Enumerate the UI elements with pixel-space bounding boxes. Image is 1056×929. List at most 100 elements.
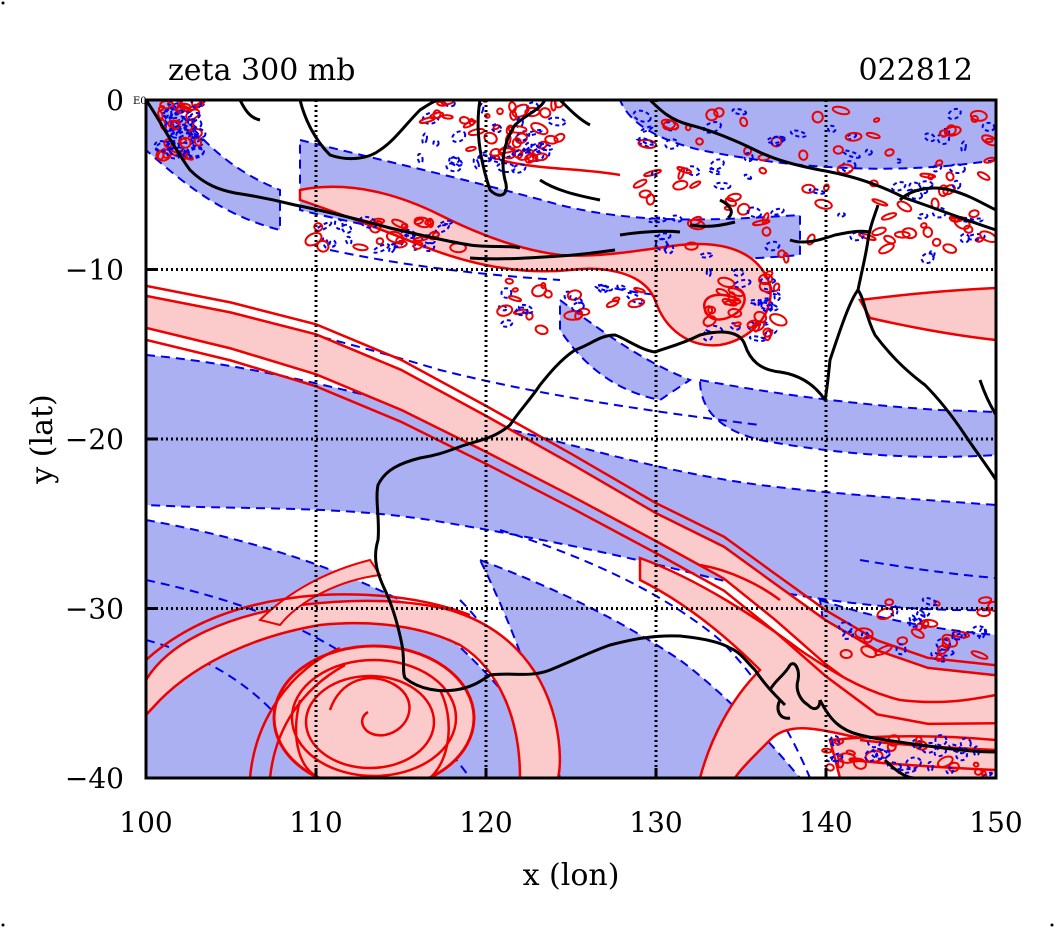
- negative-contour-blob: [926, 761, 934, 773]
- negative-contour-blob: [947, 107, 962, 121]
- negative-contour-blob: [923, 132, 936, 143]
- positive-contour-blob: [395, 235, 405, 245]
- grid: [146, 100, 996, 778]
- negative-contour-blob: [511, 163, 527, 174]
- negative-contour-blob: [523, 141, 533, 154]
- positive-contour-blob: [821, 747, 833, 754]
- negative-contour-blob: [185, 146, 205, 158]
- negative-contour-blob: [867, 735, 882, 749]
- corner-label: E0: [133, 96, 147, 107]
- positive-contour-blob: [751, 320, 766, 332]
- positive-contour-blob: [935, 159, 944, 167]
- negative-contour-blob: [838, 621, 853, 633]
- negative-contour-blob: [731, 108, 748, 116]
- positive-contour-blob: [611, 296, 621, 303]
- positive-contour-blob: [947, 761, 960, 773]
- positive-contour-blob: [833, 738, 845, 745]
- negative-contour-blob: [333, 218, 344, 230]
- y-axis-label: y (lat): [25, 394, 60, 484]
- positive-contour-blob: [534, 152, 549, 162]
- negative-contour-blob: [168, 123, 187, 135]
- title-left: zeta 300 mb: [168, 53, 356, 88]
- positive-contour-blob: [721, 298, 738, 307]
- negative-contour-blob: [842, 149, 861, 159]
- positive-contour-blob: [739, 116, 749, 128]
- positive-contour-blob: [531, 284, 548, 298]
- positive-contour-blob: [643, 168, 662, 178]
- negative-contour-blob: [967, 233, 986, 241]
- negative-contour-blob: [707, 167, 721, 176]
- positive-contour-blob: [304, 231, 323, 247]
- positive-contour-blob: [496, 107, 504, 116]
- negative-contour-blob: [434, 222, 450, 234]
- negative-contour-blob: [908, 614, 916, 623]
- negative-contour-blob: [889, 604, 899, 617]
- negative-contour-blob: [341, 223, 353, 234]
- negative-contour-blob: [638, 136, 655, 146]
- negative-contour-blob: [487, 156, 506, 164]
- positive-contour-blob: [777, 249, 786, 259]
- negative-contour-blob: [729, 322, 741, 331]
- positive-contour-blob: [391, 218, 408, 229]
- negative-contour-blob: [345, 235, 353, 246]
- positive-contour-blob: [704, 305, 714, 316]
- positive-contour-blob: [507, 125, 528, 134]
- y-tick-label: −20: [65, 423, 124, 456]
- negative-contour-blob: [515, 116, 524, 129]
- positive-contour-blob: [751, 219, 771, 227]
- positive-contour-blob: [672, 179, 689, 191]
- negative-contour-blob: [938, 127, 951, 138]
- negative-contour-blob: [451, 130, 467, 143]
- negative-contour-blob: [895, 158, 902, 164]
- negative-contour-blob: [709, 158, 725, 171]
- positive-contour-blob: [186, 102, 204, 112]
- y-tick-label: −10: [65, 254, 124, 287]
- positive-contour-blob: [871, 198, 889, 207]
- negative-contour-blob: [168, 125, 178, 138]
- y-tick-label: −30: [65, 593, 124, 626]
- positive-contour-blob: [544, 134, 559, 145]
- positive-contour-blob: [883, 234, 896, 245]
- positive-contour-blob: [945, 171, 955, 182]
- x-tick-label: 140: [799, 806, 852, 839]
- negative-contour-blob: [511, 148, 530, 157]
- negative-contour-blob: [388, 242, 397, 254]
- negative-contour-blob: [616, 284, 627, 291]
- positive-contour-blob: [936, 755, 954, 768]
- positive-contour-blob: [884, 598, 895, 607]
- negative-contour-blob: [916, 609, 926, 621]
- positive-contour-blob: [426, 217, 435, 229]
- negative-contour-blob: [170, 128, 190, 139]
- negative-contour-blob: [960, 140, 967, 153]
- positive-contour-blob: [543, 289, 553, 299]
- positive-contour-blob: [193, 137, 203, 147]
- negative-contour-blob: [664, 138, 680, 150]
- positive-contour-blob: [872, 117, 881, 123]
- negative-contour-blob: [180, 147, 190, 158]
- positive-contour-blob: [733, 321, 742, 328]
- negative-contour-blob: [951, 179, 962, 190]
- positive-contour-blob: [874, 644, 893, 657]
- positive-contour-blob: [811, 110, 824, 124]
- negative-contour-blob: [535, 142, 554, 151]
- positive-contour-blob: [865, 131, 881, 140]
- positive-contour-blob: [530, 122, 549, 136]
- negative-contour-blob: [936, 131, 951, 146]
- positive-contour-blob: [943, 125, 962, 137]
- negative-contour-blob: [188, 131, 197, 140]
- positive-contour-blob: [550, 100, 557, 112]
- negative-contour-blob: [896, 767, 917, 775]
- negative-contour-blob: [439, 219, 454, 227]
- positive-contour-blob: [540, 282, 547, 290]
- positive-contour-blob: [931, 237, 942, 247]
- negative-contour-blob: [945, 766, 954, 775]
- positive-contour-blob: [969, 109, 988, 122]
- positive-contour-blob: [981, 770, 988, 778]
- positive-contour-blob: [836, 163, 854, 175]
- negative-contour-blob: [477, 103, 485, 116]
- positive-contour-blob: [627, 298, 646, 309]
- positive-contour-blob: [970, 114, 979, 123]
- positive-contour-blob: [762, 327, 773, 338]
- positive-contour-blob: [832, 145, 844, 155]
- positive-contour-blob: [974, 767, 983, 776]
